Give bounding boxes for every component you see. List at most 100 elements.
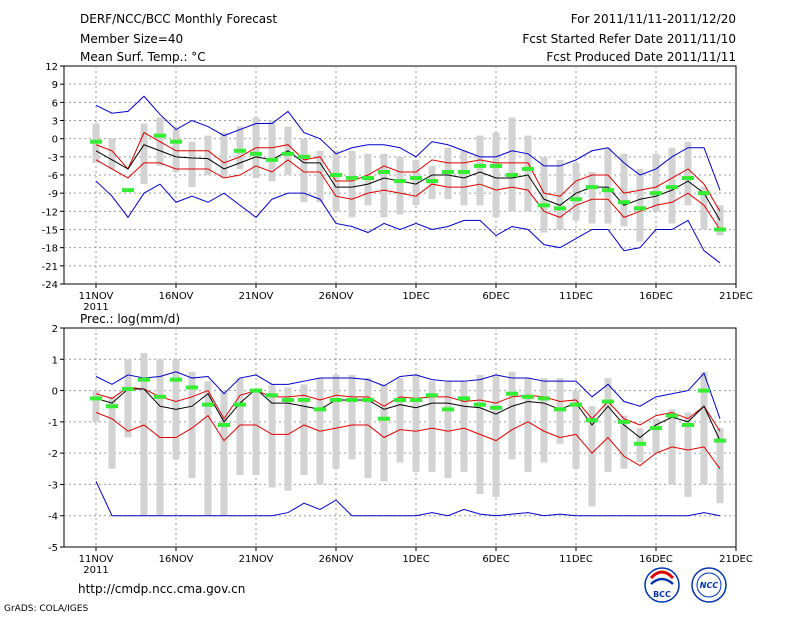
x-tick-label: 21NOV <box>239 554 274 565</box>
y-tick-label: -6 <box>48 171 58 182</box>
observed-marker <box>90 396 102 401</box>
x-tick-label: 11DEC <box>559 554 593 565</box>
observed-marker <box>314 407 326 412</box>
spread-box <box>140 353 148 516</box>
observed-marker <box>698 388 710 393</box>
spread-box <box>524 135 532 212</box>
observed-marker <box>378 416 390 421</box>
spread-box <box>220 390 228 516</box>
x-tick-label: 16DEC <box>639 291 673 302</box>
observed-marker <box>122 387 134 392</box>
spread-box <box>268 384 276 488</box>
spread-box <box>684 141 692 206</box>
spread-box <box>700 371 708 485</box>
observed-marker <box>618 419 630 424</box>
variable-label: Mean Surf. Temp.: °C <box>80 50 206 64</box>
y-tick-label: 12 <box>45 62 58 73</box>
bcc-logo: BCC <box>644 567 680 603</box>
forecast-period: For 2011/11/11-2011/12/20 <box>570 12 736 26</box>
observed-marker <box>442 407 454 412</box>
spread-box <box>508 117 516 212</box>
observed-marker <box>538 396 550 401</box>
observed-marker <box>458 396 470 401</box>
observed-marker <box>682 176 694 181</box>
observed-marker <box>522 166 534 171</box>
x-tick-label: 11DEC <box>559 291 593 302</box>
spread-box <box>460 381 468 472</box>
spread-box <box>364 378 372 479</box>
observed-marker <box>714 438 726 443</box>
observed-marker <box>394 179 406 184</box>
spread-box <box>476 135 484 206</box>
y-tick-label: 3 <box>52 117 58 128</box>
observed-marker <box>426 393 438 398</box>
spread-box <box>492 132 500 218</box>
observed-marker <box>666 413 678 418</box>
observed-marker <box>154 133 166 138</box>
plot-frame <box>63 327 737 548</box>
y-tick-label: -18 <box>42 244 58 255</box>
ncc-logo: NCC <box>691 567 727 603</box>
spread-box <box>396 156 404 215</box>
spread-box <box>300 384 308 476</box>
mean-line <box>95 388 721 441</box>
observed-marker <box>202 402 214 407</box>
spread-box <box>300 138 308 203</box>
observed-marker <box>298 154 310 159</box>
spread-box <box>556 159 564 230</box>
max-line <box>95 371 721 419</box>
spread-box <box>204 135 212 175</box>
spread-box <box>284 387 292 491</box>
observed-marker <box>474 163 486 168</box>
spread-box <box>332 374 340 469</box>
y-tick-label: 9 <box>52 80 58 91</box>
fcst-produced-date: Fcst Produced Date 2011/11/11 <box>546 50 736 64</box>
observed-marker <box>394 397 406 402</box>
y-tick-label: -24 <box>42 280 58 291</box>
observed-marker <box>346 176 358 181</box>
observed-marker <box>330 397 342 402</box>
spread-box <box>204 381 212 516</box>
observed-marker <box>410 397 422 402</box>
observed-marker <box>570 197 582 202</box>
observed-marker <box>362 397 374 402</box>
y-tick-label: 2 <box>52 324 58 335</box>
x-tick-label: 11NOV <box>79 291 114 302</box>
observed-marker <box>186 385 198 390</box>
observed-marker <box>330 173 342 177</box>
observed-marker <box>650 426 662 431</box>
min-line <box>95 481 721 517</box>
observed-marker <box>90 139 102 144</box>
spread-box <box>524 378 532 472</box>
observed-marker <box>650 191 662 196</box>
spread-box <box>396 378 404 463</box>
spread-box <box>108 138 116 169</box>
observed-marker <box>586 185 598 190</box>
observed-marker <box>266 393 278 398</box>
observed-marker <box>234 148 246 153</box>
observed-marker <box>698 191 710 196</box>
source-url[interactable]: http://cmdp.ncc.cma.gov.cn <box>78 582 246 596</box>
observed-marker <box>282 151 294 156</box>
spread-box <box>588 406 596 507</box>
spread-box <box>188 371 196 479</box>
observed-marker <box>170 139 182 144</box>
spread-box <box>588 171 596 224</box>
x-tick-label: 26NOV <box>319 554 354 565</box>
y-tick-label: -2 <box>48 449 58 460</box>
spread-box <box>716 428 724 504</box>
x-tick-label: 6DEC <box>482 291 509 302</box>
min-line <box>95 180 721 264</box>
y-tick-label: 1 <box>52 355 58 366</box>
y-tick-label: -3 <box>48 480 58 491</box>
spread-box <box>236 126 244 169</box>
observed-marker <box>442 169 454 174</box>
upper-line <box>95 131 721 212</box>
spread-box <box>380 384 388 482</box>
observed-marker <box>602 188 614 193</box>
lower-line <box>95 159 721 230</box>
observed-marker <box>250 388 262 393</box>
